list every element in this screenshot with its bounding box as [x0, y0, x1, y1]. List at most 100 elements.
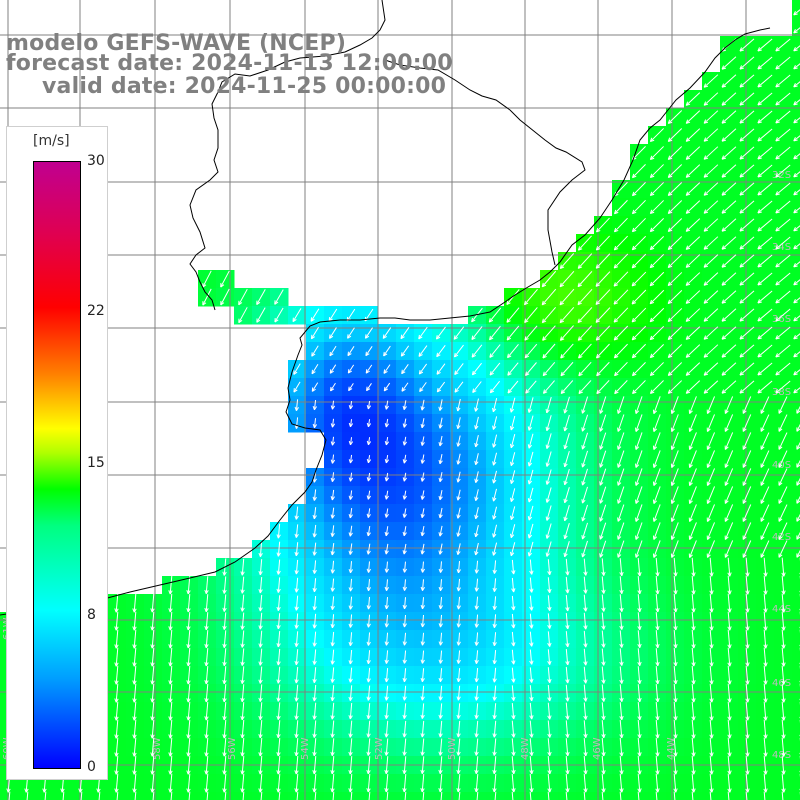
wind-arrow-head [527, 444, 530, 449]
wind-arrow-head [655, 590, 659, 595]
wind-arrow-head [418, 369, 421, 375]
wind-arrow-head [439, 550, 443, 555]
wind-arrow-head [241, 625, 245, 630]
wind-arrow-head [383, 369, 386, 374]
wind-arrow-head [563, 534, 566, 539]
wind-arrow-head [739, 265, 744, 268]
wind-arrow-head [599, 536, 604, 540]
wind-arrow [295, 417, 299, 429]
wind-arrow [492, 434, 498, 448]
wind-arrow [564, 469, 570, 485]
wind-arrow-head [511, 606, 515, 611]
wind-arrow-head [386, 623, 389, 628]
wind-arrow [742, 414, 752, 432]
wind-arrow-head [349, 642, 353, 647]
wind-arrow-head [549, 570, 552, 575]
wind-arrow-head [436, 336, 441, 340]
wind-arrow [739, 182, 755, 196]
wind-arrow-head [329, 353, 334, 357]
wind-arrow [506, 325, 520, 341]
wind-arrow-head [581, 553, 583, 558]
wind-arrow [667, 128, 683, 142]
wind-arrow [546, 523, 552, 539]
wind-arrow [703, 272, 719, 286]
wind-arrow-head [403, 441, 407, 446]
wind-arrow-head [703, 175, 709, 178]
wind-arrow-head [313, 533, 317, 538]
wind-arrow-head [703, 299, 707, 304]
wind-arrow-head [729, 608, 732, 613]
wind-arrow-head [760, 464, 765, 468]
wind-arrow-head [258, 607, 261, 612]
wind-arrow [653, 486, 661, 504]
wind-arrow [331, 543, 335, 555]
wind-arrow-head [419, 389, 424, 393]
wind-arrow-head [596, 227, 599, 233]
wind-arrow-head [240, 571, 243, 576]
wind-arrow-head [489, 355, 494, 358]
wind-arrow-head [475, 497, 479, 501]
wind-arrow-head [545, 480, 548, 485]
wind-arrow-head [613, 318, 616, 323]
wind-arrow-head [739, 83, 743, 88]
wind-arrow [685, 290, 701, 304]
wind-arrow-head [367, 550, 371, 555]
wind-arrow-head [667, 353, 671, 358]
wind-arrow [511, 595, 515, 611]
wind-arrow [691, 647, 695, 667]
wind-speed-cell [792, 288, 800, 307]
wind-arrow-head [793, 193, 798, 196]
wind-arrow-head [402, 423, 405, 428]
wind-arrow [709, 665, 713, 685]
wind-arrow-head [581, 409, 583, 414]
wind-arrow-head [347, 334, 349, 339]
wind-arrow-head [348, 477, 351, 482]
wind-arrow [546, 505, 552, 521]
wind-arrow [775, 164, 791, 178]
wind-arrow-head [151, 680, 155, 685]
wind-arrow [439, 507, 443, 519]
wind-arrow [365, 346, 373, 356]
wind-arrow-head [493, 606, 497, 610]
wind-arrow [619, 666, 623, 684]
latitude-tick-label: 32S [772, 170, 791, 181]
wind-arrow [349, 543, 353, 555]
wind-arrow-head [578, 373, 583, 377]
wind-arrow-head [649, 173, 653, 178]
wind-arrow [760, 396, 770, 414]
wind-arrow-head [475, 461, 479, 466]
wind-arrow-head [631, 245, 635, 250]
wind-arrow-head [599, 427, 601, 432]
wind-arrow-head [739, 175, 744, 178]
wind-arrow-head [685, 137, 689, 142]
wind-arrow [348, 383, 354, 391]
wind-arrow-head [686, 247, 691, 250]
wind-arrow [422, 561, 424, 573]
wind-arrow-head [295, 407, 299, 411]
wind-arrow-head [757, 121, 762, 124]
wind-arrow [595, 325, 611, 341]
wind-arrow-head [276, 534, 279, 539]
wind-speed-cell [792, 342, 800, 361]
wind-arrow-head [614, 391, 619, 395]
wind-arrow-head [757, 355, 762, 358]
wind-arrow-head [402, 641, 405, 646]
wind-arrow-head [547, 606, 551, 611]
wind-arrow [601, 666, 605, 684]
wind-arrow-head [509, 515, 512, 520]
wind-arrow-head [384, 531, 387, 536]
wind-arrow-head [458, 569, 461, 574]
latitude-tick-label: 34S [772, 242, 791, 253]
wind-arrow-head [313, 642, 317, 647]
wind-arrow-head [383, 370, 388, 374]
wind-speed-cell [792, 468, 800, 487]
wind-arrow-head [457, 533, 461, 537]
wind-arrow [401, 364, 409, 374]
wind-arrow-head [559, 264, 562, 269]
wind-arrow-head [349, 550, 353, 555]
wind-arrow [560, 361, 574, 377]
wind-arrow-head [276, 570, 279, 575]
wind-arrow [599, 504, 607, 522]
wind-arrow-head [686, 355, 691, 358]
